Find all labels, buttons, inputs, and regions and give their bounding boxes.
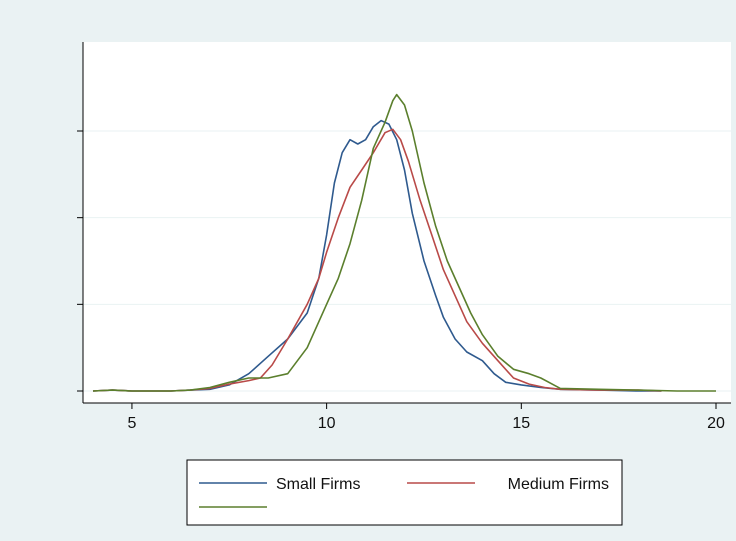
series-line-2 bbox=[92, 93, 716, 392]
legend-box bbox=[186, 459, 623, 526]
series-lines bbox=[92, 93, 716, 392]
legend-label-0: Small Firms bbox=[276, 476, 360, 493]
plot-area bbox=[83, 42, 731, 403]
legend: Small Firms Medium Firms bbox=[186, 459, 623, 526]
series-line-0 bbox=[92, 119, 662, 392]
x-tick-label: 10 bbox=[318, 415, 336, 432]
x-tick-label: 15 bbox=[512, 415, 530, 432]
x-tick-label: 20 bbox=[707, 415, 725, 432]
x-tick-label: 5 bbox=[127, 415, 136, 432]
axes: 5 10 15 20 bbox=[77, 42, 731, 432]
legend-label-1: Medium Firms bbox=[508, 476, 609, 493]
series-line-1 bbox=[92, 128, 662, 392]
